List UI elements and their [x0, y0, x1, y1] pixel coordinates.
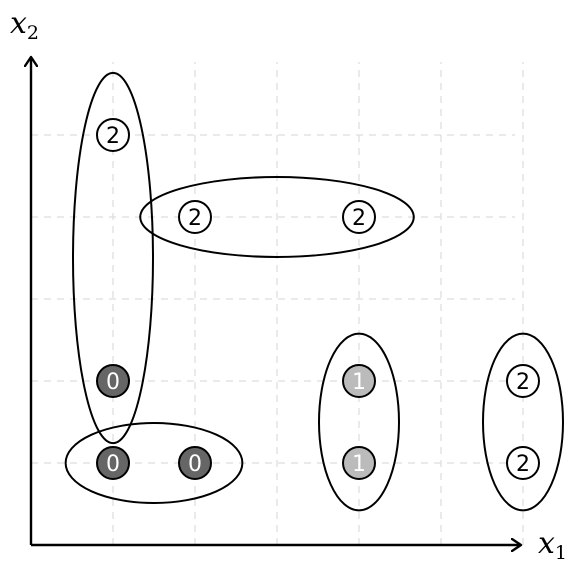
data-point-class-2: 2 [343, 201, 375, 233]
data-point-class-2: 2 [507, 365, 539, 397]
data-point-label: 2 [188, 206, 202, 231]
data-point-class-0: 0 [97, 365, 129, 397]
data-point-class-1: 1 [343, 365, 375, 397]
data-point-class-2: 2 [179, 201, 211, 233]
data-point-label: 2 [516, 452, 530, 477]
data-point-class-0: 0 [97, 447, 129, 479]
data-point-label: 2 [352, 206, 366, 231]
axes: x1 x2 [10, 6, 567, 564]
cluster-outlines [66, 73, 563, 511]
data-point-label: 1 [352, 452, 366, 477]
data-point-class-0: 0 [179, 447, 211, 479]
data-point-label: 2 [106, 124, 120, 149]
data-point-class-2: 2 [507, 447, 539, 479]
x-axis-symbol: x [538, 526, 555, 561]
data-point-label: 0 [188, 452, 202, 477]
y-axis-label: x2 [10, 6, 39, 44]
x-axis-subscript: 1 [555, 542, 567, 564]
data-point-class-2: 2 [97, 119, 129, 151]
data-point-class-1: 1 [343, 447, 375, 479]
data-point-label: 2 [516, 370, 530, 395]
y-axis-subscript: 2 [27, 22, 39, 44]
data-point-label: 0 [106, 370, 120, 395]
x-axis-label: x1 [538, 526, 567, 564]
data-point-label: 1 [352, 370, 366, 395]
y-axis-symbol: x [10, 6, 27, 41]
data-point-label: 0 [106, 452, 120, 477]
